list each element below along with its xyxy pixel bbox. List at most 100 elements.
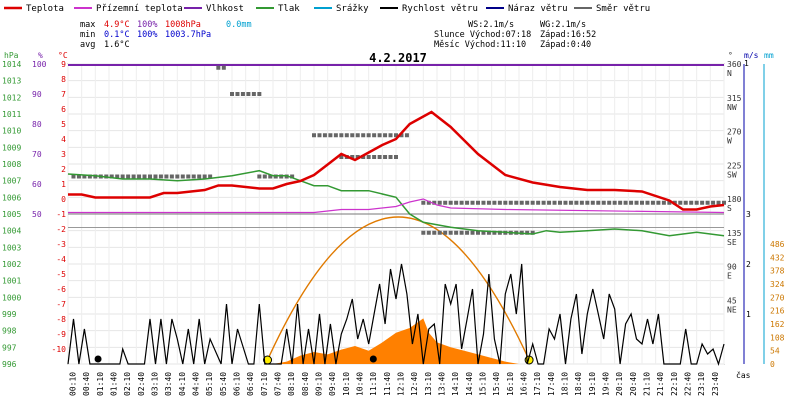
wind-direction-dot [350,155,355,159]
c-tick-label: 2 [61,165,66,174]
wind-direction-dot [120,174,125,179]
wind-direction-dot [448,230,453,235]
wind-direction-dot [355,155,360,159]
wind-direction-dot [328,133,333,138]
time-tick-label: 02:10 [123,372,132,396]
wind-direction-dot [486,200,491,205]
time-tick-label: 08:10 [287,372,296,396]
c-tick-label: -6 [56,285,66,294]
c-tick-label: 7 [61,90,66,99]
stat-max-label: max [80,20,95,30]
wind-direction-dot [667,200,672,205]
wind-direction-dot [596,200,601,205]
hpa-tick-label: 1006 [2,193,21,202]
wind-direction-dot [93,174,98,179]
axis-mm-label: mm [764,51,774,60]
wind-direction-dot [82,174,87,179]
c-tick-label: -2 [56,225,66,234]
hpa-tick-label: 999 [2,310,17,319]
dir-tick-label: SW [727,170,737,179]
time-tick-label: 01:40 [110,372,119,396]
hpa-tick-label: 998 [2,327,17,336]
wind-direction-dot [640,200,644,205]
legend-prizemni: Přízemní teplota [96,4,183,14]
wind-direction-dot [339,155,344,159]
time-tick-label: 13:10 [424,372,433,396]
time-tick-label: 01:10 [96,372,105,396]
time-tick-label: 21:40 [656,372,665,396]
ms-tick-label: 2 [746,260,751,269]
pct-tick-label: 60 [32,180,42,189]
c-tick-label: 8 [61,75,66,84]
time-tick-label: 19:40 [602,372,611,396]
legend-rychlost: Rychlost větru [402,4,478,14]
wind-direction-dot [251,92,256,96]
wind-direction-dot [76,174,81,179]
wind-direction-dot [273,174,278,179]
axis-deg-label: ° [728,51,733,60]
dir-tick-label: E [727,272,732,281]
c-tick-label: 1 [61,180,66,189]
series-prizemni-teplota [68,198,725,214]
wind-direction-dot [443,230,448,235]
time-tick-label: 12:40 [410,372,419,396]
wind-direction-dot [235,92,240,96]
mm-tick-label: 486 [770,240,785,249]
stat-avg-temp: 1.6°C [104,40,130,50]
wind-direction-dot [350,133,355,138]
c-tick-label: 5 [61,120,66,129]
hpa-tick-label: 1005 [2,210,21,219]
stat-max-rain: 0.0mm [226,20,252,30]
legend-naraz: Náraz větru [508,4,568,14]
hpa-tick-label: 1004 [2,227,21,236]
wind-direction-dot [383,133,388,138]
wind-direction-dot [186,174,191,179]
wind-direction-dot [432,200,437,205]
left-axes: 1014101310121011101010091008100710061005… [2,60,66,369]
wind-direction-dot [530,230,535,235]
wind-direction-dot [465,230,470,235]
stat-min-temp: 0.1°C [104,30,130,40]
axis-pct-label: % [38,51,43,60]
wind-direction-dot [552,200,557,205]
wind-direction-dot [394,155,398,159]
legend-teplota: Teplota [26,4,64,14]
wind-direction-dot [437,200,442,205]
stat-min-label: min [80,30,95,40]
wind-direction-dot [169,174,174,179]
time-tick-label: 12:10 [397,372,406,396]
c-tick-label: -9 [56,330,66,339]
wind-direction-dot [197,174,202,179]
c-tick-label: -5 [56,270,66,279]
dir-tick-label: S [727,204,732,213]
time-tick-label: 15:10 [479,372,488,396]
time-tick-label: 10:10 [342,372,351,396]
wind-direction-dot [366,133,371,138]
time-tick-label: 04:10 [178,372,187,396]
time-tick-label: 21:10 [643,372,652,396]
stat-min-hum: 100% [137,30,157,40]
hpa-tick-label: 1013 [2,77,21,86]
mm-tick-label: 54 [770,347,780,356]
stat-min-press: 1003.7hPa [165,30,211,40]
pct-tick-label: 100 [32,60,47,69]
wind-direction-dot [355,133,360,138]
wind-direction-dot [476,200,480,205]
time-tick-label: 14:40 [465,372,474,396]
wind-direction-dot [612,200,617,205]
mm-tick-label: 0 [770,360,775,369]
hpa-tick-label: 1014 [2,60,21,69]
wind-direction-dot [71,174,76,179]
wind-direction-dot [536,200,541,205]
axis-time-label: čas [736,370,751,380]
wind-direction-dot [426,230,431,235]
time-tick-label: 16:10 [506,372,515,396]
wind-direction-dot [492,200,497,205]
c-tick-label: -8 [56,315,66,324]
stat-sun-set: Západ:16:52 [540,30,596,40]
wind-direction-dot [246,92,251,96]
wind-direction-dot [525,230,530,235]
wind-direction-dot [503,200,508,205]
time-tick-label: 05:10 [205,372,214,396]
